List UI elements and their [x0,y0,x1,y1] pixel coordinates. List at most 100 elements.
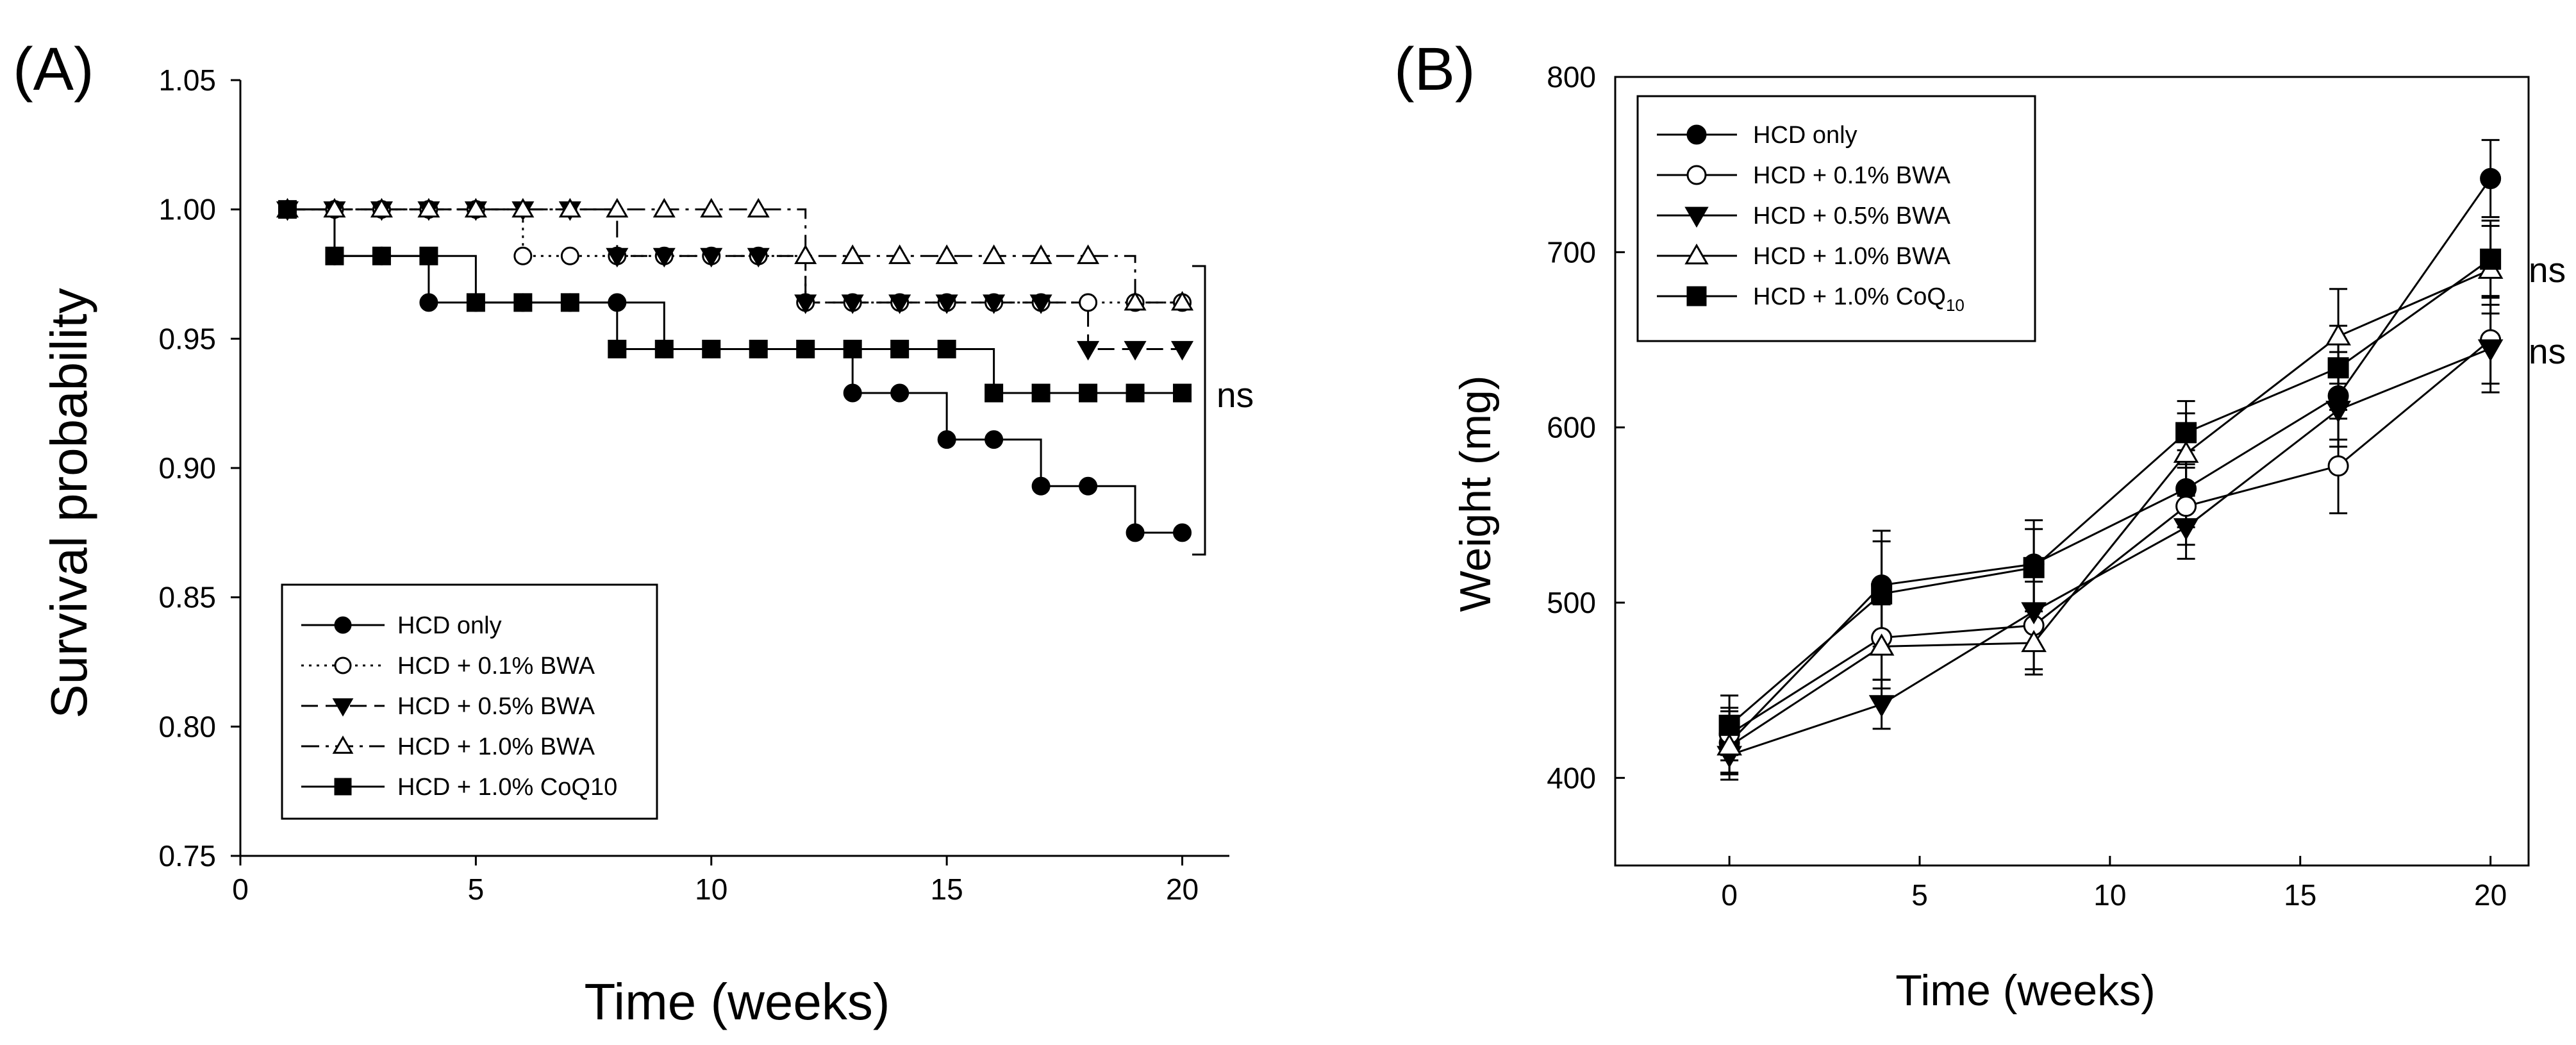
data-point-s3 [747,197,770,218]
legend-marker-1 [334,656,352,674]
panel-b-ns-annotation-2: ns [2529,331,2566,371]
x-tick-label: 10 [2093,878,2126,912]
panel-a: (A) Survival probability Time (weeks) 0 5… [13,35,1254,1030]
panel-b-label: (B) [1394,35,1475,103]
data-point-s4 [372,246,391,265]
data-point-s4 [796,339,815,358]
data-point-s2 [1868,695,1895,717]
data-point-s4 [513,293,533,312]
data-point-s4 [1871,583,1893,605]
panel-b-legend: HCD only HCD + 0.1% BWA HCD + 0.5% BWA HCD … [1636,95,2036,342]
y-tick-label: 600 [1547,411,1596,444]
data-point-s3 [511,197,535,218]
panel-b-ticks: 0 5 10 15 20 400 500 600 700 800 [1547,60,2507,912]
data-point-s0 [419,293,438,312]
series-line-3 [287,208,1183,304]
legend-label-3: HCD + 1.0% BWA [397,733,595,760]
legend-label-2: HCD + 0.5% BWA [1753,203,1951,230]
data-point-s2 [700,247,723,268]
data-point-s4 [654,339,674,358]
data-point-s4 [2480,248,2502,270]
x-tick-label: 10 [695,873,727,906]
panel-a-ns-annotation: ns [1217,375,1254,415]
data-point-s0 [2175,478,2197,499]
data-point-s2 [2325,401,2351,423]
data-point-s1 [560,246,579,265]
panel-b-series-lines [1729,178,2491,757]
legend-label-1: HCD + 0.1% BWA [1753,162,1951,189]
data-point-s3 [983,244,1006,264]
data-point-s3 [323,197,346,218]
data-point-s1 [1079,293,1098,312]
data-point-s4 [702,339,721,358]
data-point-s2 [652,247,676,268]
data-point-s4 [1718,714,1740,736]
series-line-2 [287,208,1183,350]
data-point-s4 [608,339,627,358]
data-point-s4 [466,293,485,312]
data-point-s3 [2173,440,2199,463]
data-point-s2 [1124,340,1147,361]
data-point-s0 [843,383,862,403]
data-point-s2 [983,294,1006,314]
legend-marker-4 [1686,286,1707,306]
data-point-s2 [1170,340,1194,361]
data-point-s4 [985,383,1004,403]
series-line-4 [1729,258,2491,726]
y-tick-label: 500 [1547,586,1596,619]
data-point-s4 [560,293,579,312]
data-point-s4 [2023,556,2045,578]
data-point-s0 [608,293,627,312]
x-tick-label: 20 [2474,878,2507,912]
data-point-s2 [2021,602,2047,624]
panel-b: (B) Weight (mg) Time (weeks) 0 5 10 15 20 400… [1394,35,2566,1015]
data-point-s4 [749,339,768,358]
x-tick-label: 0 [232,873,249,906]
data-point-s0 [1031,476,1051,496]
data-point-s2 [794,294,817,314]
panel-a-ticks: 0 5 10 15 20 0.75 0.80 0.85 0.90 0.95 1.00 1.05 [158,63,1199,906]
legend-marker-0 [1686,124,1707,145]
x-tick-label: 0 [1721,878,1738,912]
legend-marker-3 [332,735,354,754]
y-tick-label: 0.80 [158,710,216,743]
data-point-s1 [2175,496,2197,517]
data-point-s3 [700,197,723,218]
legend-marker-2 [1684,206,1709,228]
data-point-s3 [888,244,911,264]
legend-label-0: HCD only [1753,122,1857,149]
data-point-s3 [2325,323,2351,346]
data-point-s2 [1077,340,1100,361]
series-line-2 [1729,347,2491,757]
data-point-s4 [2327,357,2349,379]
data-point-s3 [1716,733,1742,756]
data-point-s4 [890,339,910,358]
data-point-s4 [843,339,862,358]
data-point-s4 [937,339,956,358]
y-tick-label: 1.05 [158,63,216,97]
data-point-s3 [652,197,676,218]
panel-a-y-axis-label: Survival probability [40,288,97,718]
data-point-s3 [417,197,440,218]
data-point-s0 [1079,476,1098,496]
legend-marker-1 [1686,165,1707,185]
legend-label-1: HCD + 0.1% BWA [397,653,595,680]
series-line-1 [1729,339,2491,735]
series-line-0 [1729,178,2491,744]
data-point-s2 [888,294,911,314]
data-point-s3 [794,244,817,264]
data-point-s3 [935,244,958,264]
y-tick-label: 800 [1547,60,1596,94]
data-point-s3 [606,197,629,218]
data-point-s0 [985,430,1004,449]
data-point-s3 [1077,244,1100,264]
series-line-3 [1729,269,2491,748]
data-point-s4 [1031,383,1051,403]
data-point-s3 [370,197,393,218]
legend-label-4: HCD + 1.0% CoQ10 [1753,283,1965,315]
panel-b-x-axis-label: Time (weeks) [1895,966,2156,1015]
y-tick-label: 400 [1547,761,1596,794]
data-point-s2 [747,247,770,268]
panel-a-legend: HCD only HCD + 0.1% BWA HCD + 0.5% BWA HCD … [281,583,658,820]
data-point-s4 [1126,383,1145,403]
